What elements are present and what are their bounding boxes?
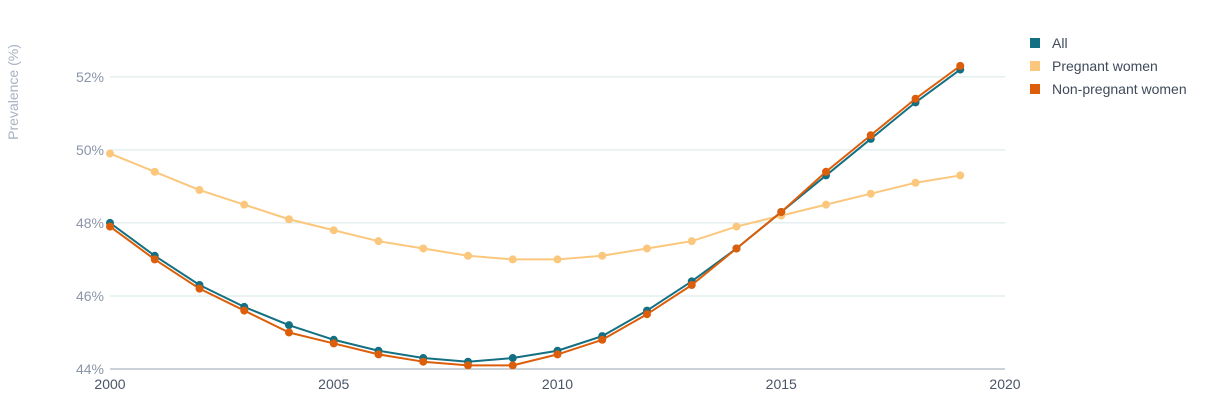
data-point-non-pregnant-women [374,350,383,359]
legend: All Pregnant women Non-pregnant women [1030,31,1187,100]
data-point-non-pregnant-women [106,222,114,231]
data-point-pregnant-women [687,237,696,246]
grid-lines [110,76,1005,297]
series-line-all [109,68,962,363]
legend-swatch [1030,60,1040,71]
data-point-pregnant-women [374,237,383,246]
series-pregnant-women [106,149,965,264]
x-tick-label: 2000 [94,376,125,392]
legend-label: Pregnant women [1052,57,1158,74]
data-point-non-pregnant-women [911,94,920,103]
y-tick-label: 48% [76,215,104,231]
legend-label: All [1052,34,1068,51]
legend-label: Non-pregnant women [1052,80,1187,97]
tick-labels: 44% 46% 48% 50% 52% 2000 2005 2010 2015 2020 [76,69,1021,392]
data-point-non-pregnant-women [598,335,607,344]
series-line-pregnant-women [109,152,962,261]
data-point-pregnant-women [553,255,562,264]
data-point-non-pregnant-women [866,131,875,140]
data-point-pregnant-women [643,244,651,253]
series-non-pregnant-women [106,61,965,370]
x-tick-label: 2015 [766,376,797,392]
y-tick-label: 46% [76,288,104,304]
data-point-pregnant-women [866,189,875,198]
data-point-pregnant-women [195,186,204,195]
data-point-all [285,321,293,330]
data-point-pregnant-women [732,222,741,231]
x-tick-label: 2010 [542,376,573,392]
y-tick-label: 52% [76,69,104,85]
x-tick-label: 2005 [318,376,349,392]
data-point-pregnant-women [822,200,830,209]
data-point-non-pregnant-women [240,306,249,315]
data-point-pregnant-women [285,215,293,224]
data-point-non-pregnant-women [329,339,338,348]
data-point-pregnant-women [508,255,517,264]
y-tick-label: 50% [76,142,104,158]
legend-swatch [1030,83,1040,94]
data-point-non-pregnant-women [643,310,651,319]
data-point-pregnant-women [106,149,114,158]
data-point-non-pregnant-women [822,167,830,176]
data-point-all [508,354,517,363]
data-point-pregnant-women [240,200,249,209]
data-point-pregnant-women [150,167,159,176]
legend-item[interactable]: Non-pregnant women [1030,77,1187,100]
y-axis-title: Prevalence (%) [5,44,21,140]
data-point-non-pregnant-women [419,357,428,366]
data-point-non-pregnant-women [195,284,204,293]
y-tick-label: 44% [76,361,104,377]
x-tick-label: 2020 [989,376,1020,392]
series-layer [106,61,965,370]
data-point-non-pregnant-women [150,255,159,264]
data-point-pregnant-women [911,178,920,187]
series-line-non-pregnant-women [109,64,962,367]
legend-item[interactable]: All [1030,31,1187,54]
data-point-non-pregnant-women [553,350,562,359]
data-point-pregnant-women [329,226,338,235]
data-point-pregnant-women [419,244,428,253]
data-point-non-pregnant-women [777,207,786,216]
data-point-pregnant-women [956,171,965,180]
data-point-non-pregnant-women [732,244,741,253]
data-point-pregnant-women [598,251,607,260]
data-point-non-pregnant-women [687,281,696,289]
data-point-non-pregnant-women [508,361,517,370]
legend-swatch [1030,37,1040,48]
data-point-pregnant-women [464,251,472,260]
data-point-non-pregnant-women [285,328,293,337]
series-all [106,65,965,366]
data-point-non-pregnant-women [956,61,965,70]
legend-item[interactable]: Pregnant women [1030,54,1187,77]
data-point-non-pregnant-women [464,361,472,370]
